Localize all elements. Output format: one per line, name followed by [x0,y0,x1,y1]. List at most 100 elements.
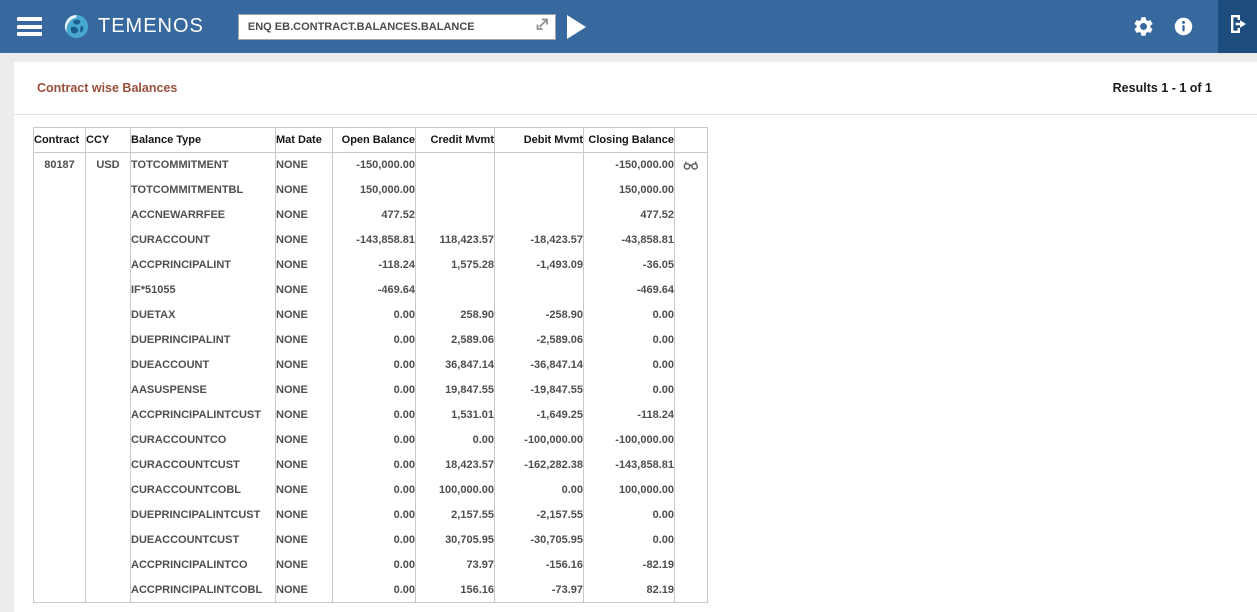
play-icon[interactable] [566,14,586,39]
column-header-open-balance: Open Balance [332,127,416,153]
page-title: Contract wise Balances [37,81,178,95]
row-action-cell[interactable] [674,152,708,178]
cell [85,377,131,403]
cell: NONE [275,477,333,503]
cell [494,202,584,228]
logo-text: TEMENOS [98,15,204,37]
cell: ACCPRINCIPALINT [130,252,276,278]
cell [85,352,131,378]
cell: NONE [275,577,333,603]
hamburger-menu-icon[interactable] [9,6,50,48]
cell: 30,705.95 [415,527,495,553]
table-row: ACCPRINCIPALINTCO NONE 0.00 73.97 -156.16 -82… [33,552,708,578]
cell: TOTCOMMITMENT [130,152,276,178]
cell [33,202,86,228]
cell: 1,575.28 [415,252,495,278]
cell: NONE [275,377,333,403]
cell: USD [85,152,131,178]
cell [85,302,131,328]
row-action-cell [674,427,708,453]
cell: 18,423.57 [415,452,495,478]
cell: -258.90 [494,302,584,328]
cell: -73.97 [494,577,584,603]
cell: 258.90 [415,302,495,328]
cell: 80187 [33,152,86,178]
cell [33,427,86,453]
cell [85,277,131,303]
column-header-mat-date: Mat Date [275,127,333,153]
command-input[interactable] [238,20,534,33]
kebab-menu-icon[interactable] [1233,85,1241,91]
row-action-cell [674,177,708,203]
cell [33,402,86,428]
row-action-cell [674,277,708,303]
cell: DUEACCOUNTCUST [130,527,276,553]
row-action-cell [674,202,708,228]
cell: ACCPRINCIPALINTCUST [130,402,276,428]
enquiry-panel: Contract wise Balances Results 1 - 1 of … [14,62,1257,612]
table-row: ACCPRINCIPALINT NONE -118.24 1,575.28 -1,493… [33,252,708,278]
table-row: TOTCOMMITMENTBL NONE 150,000.00 150,000.00 [33,177,708,203]
cell: CURACCOUNTCO [130,427,276,453]
cell: 2,589.06 [415,327,495,353]
row-action-cell [674,227,708,253]
column-header-debit-mvmt: Debit Mvmt [494,127,584,153]
cell: -1,649.25 [494,402,584,428]
cell: NONE [275,352,333,378]
table-row: DUEACCOUNT NONE 0.00 36,847.14 -36,847.14 0.0… [33,352,708,378]
cell: 0.00 [332,427,416,453]
table-row: IF*51055 NONE -469.64 -469.64 [33,277,708,303]
cell: 150,000.00 [332,177,416,203]
cell: -2,589.06 [494,327,584,353]
cell: NONE [275,202,333,228]
cell [85,477,131,503]
cell: DUEACCOUNT [130,352,276,378]
cell: 0.00 [332,327,416,353]
cell: 0.00 [332,527,416,553]
row-action-cell [674,477,708,503]
cell: -36,847.14 [494,352,584,378]
row-action-cell [674,402,708,428]
cell [494,152,584,178]
cell: 0.00 [332,302,416,328]
cell [85,177,131,203]
cell: 0.00 [583,352,675,378]
table-row: CURACCOUNTCOBL NONE 0.00 100,000.00 0.00 100,… [33,477,708,503]
cell: -156.16 [494,552,584,578]
cell: 73.97 [415,552,495,578]
cell: ACCPRINCIPALINTCO [130,552,276,578]
cell [33,577,86,603]
column-header-balance-type: Balance Type [130,127,276,153]
sign-out-button[interactable] [1218,0,1257,53]
row-action-cell [674,502,708,528]
cell: NONE [275,302,333,328]
panel-header: Contract wise Balances Results 1 - 1 of … [14,62,1257,115]
cell [85,327,131,353]
cell: -18,423.57 [494,227,584,253]
table-row: DUETAX NONE 0.00 258.90 -258.90 0.00 [33,302,708,328]
cell: 0.00 [583,327,675,353]
cell: NONE [275,502,333,528]
launch-icon[interactable] [534,16,550,37]
binoculars-icon[interactable] [683,159,699,171]
cell [33,552,86,578]
row-action-cell [674,527,708,553]
table-row: CURACCOUNT NONE -143,858.81 118,423.57 -18,4… [33,227,708,253]
table-body: 80187 USD TOTCOMMITMENT NONE -150,000.00 -150… [33,152,708,603]
cell [85,552,131,578]
gear-icon[interactable] [1132,15,1155,38]
cell: CURACCOUNTCOBL [130,477,276,503]
column-header-closing-balance: Closing Balance [583,127,675,153]
row-action-cell [674,377,708,403]
cell [33,177,86,203]
cell: -19,847.55 [494,377,584,403]
cell: 82.19 [583,577,675,603]
cell: 36,847.14 [415,352,495,378]
cell: NONE [275,527,333,553]
info-icon[interactable] [1173,16,1194,37]
cell: 19,847.55 [415,377,495,403]
cell: 156.16 [415,577,495,603]
cell [33,352,86,378]
cell [33,452,86,478]
cell [33,227,86,253]
